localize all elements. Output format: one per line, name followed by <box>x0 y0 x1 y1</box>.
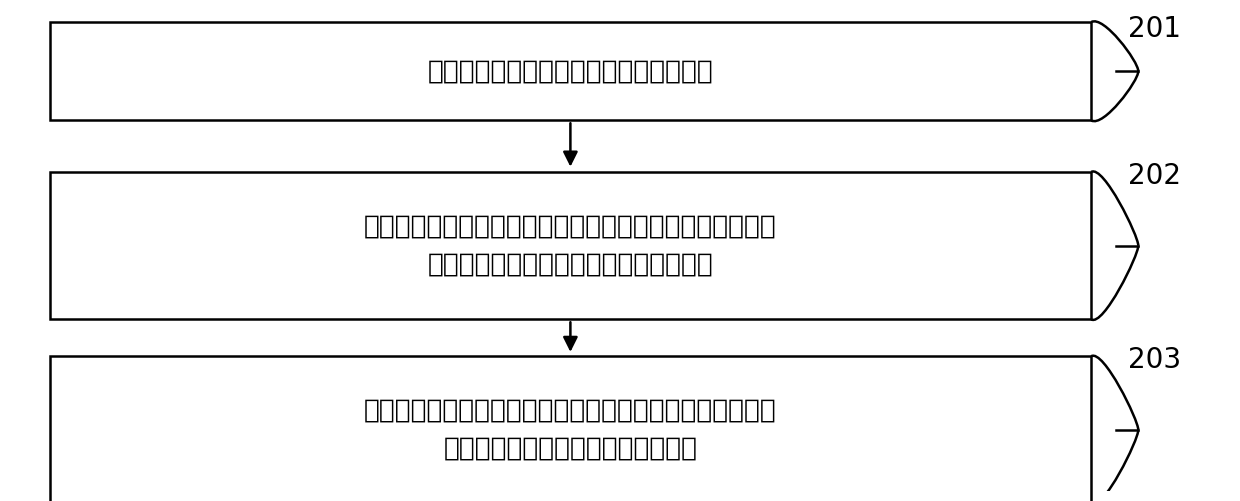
Text: 接收下行控制信道的监听周期的配置信息: 接收下行控制信道的监听周期的配置信息 <box>428 58 713 84</box>
FancyBboxPatch shape <box>50 22 1091 120</box>
Text: 201: 201 <box>1128 15 1182 43</box>
FancyBboxPatch shape <box>50 356 1091 501</box>
Text: 202: 202 <box>1128 162 1182 190</box>
Text: 根据所述下行控制信道的监听周期监听下行控制信道，获得
携带有数据信道调度信息的下行控制信息: 根据所述下行控制信道的监听周期监听下行控制信道，获得 携带有数据信道调度信息的下… <box>365 214 776 278</box>
Text: 203: 203 <box>1128 346 1182 374</box>
Text: 根据所述下行控制信息中的数据信道调度信息，确定数据信
道在所述监听周期内的时域资源位置: 根据所述下行控制信息中的数据信道调度信息，确定数据信 道在所述监听周期内的时域资… <box>365 398 776 462</box>
FancyBboxPatch shape <box>50 172 1091 319</box>
